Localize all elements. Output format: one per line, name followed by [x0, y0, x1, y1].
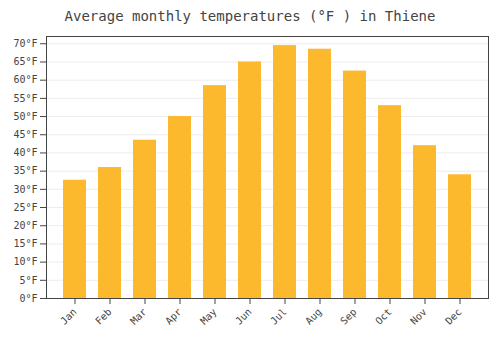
svg-text:Mar: Mar	[128, 306, 149, 327]
svg-text:5°F: 5°F	[19, 275, 37, 286]
svg-text:10°F: 10°F	[13, 256, 37, 267]
svg-text:45°F: 45°F	[13, 129, 37, 140]
svg-text:Jul: Jul	[268, 306, 289, 327]
svg-text:Feb: Feb	[93, 306, 114, 327]
svg-text:Jan: Jan	[58, 306, 79, 327]
svg-text:50°F: 50°F	[13, 111, 37, 122]
svg-text:25°F: 25°F	[13, 202, 37, 213]
svg-text:35°F: 35°F	[13, 165, 37, 176]
svg-text:65°F: 65°F	[13, 56, 37, 67]
svg-text:May: May	[198, 306, 219, 327]
svg-text:Oct: Oct	[373, 306, 394, 327]
svg-text:Nov: Nov	[408, 306, 429, 327]
svg-text:Jun: Jun	[233, 306, 254, 327]
svg-text:Aug: Aug	[303, 306, 324, 327]
html-text:Average monthly temperatures (: Average monthly temperatures (°F ) in Th…	[64, 8, 436, 24]
svg-text:15°F: 15°F	[13, 238, 37, 249]
svg-text:Dec: Dec	[443, 306, 464, 327]
svg-text:Apr: Apr	[163, 306, 184, 327]
svg-text:70°F: 70°F	[13, 38, 37, 49]
svg-text:60°F: 60°F	[13, 74, 37, 85]
svg-text:55°F: 55°F	[13, 93, 37, 104]
svg-text:20°F: 20°F	[13, 220, 37, 231]
svg-text:30°F: 30°F	[13, 184, 37, 195]
svg-text:0°F: 0°F	[19, 293, 37, 304]
svg-text:Sep: Sep	[338, 306, 359, 327]
svg-text:40°F: 40°F	[13, 147, 37, 158]
